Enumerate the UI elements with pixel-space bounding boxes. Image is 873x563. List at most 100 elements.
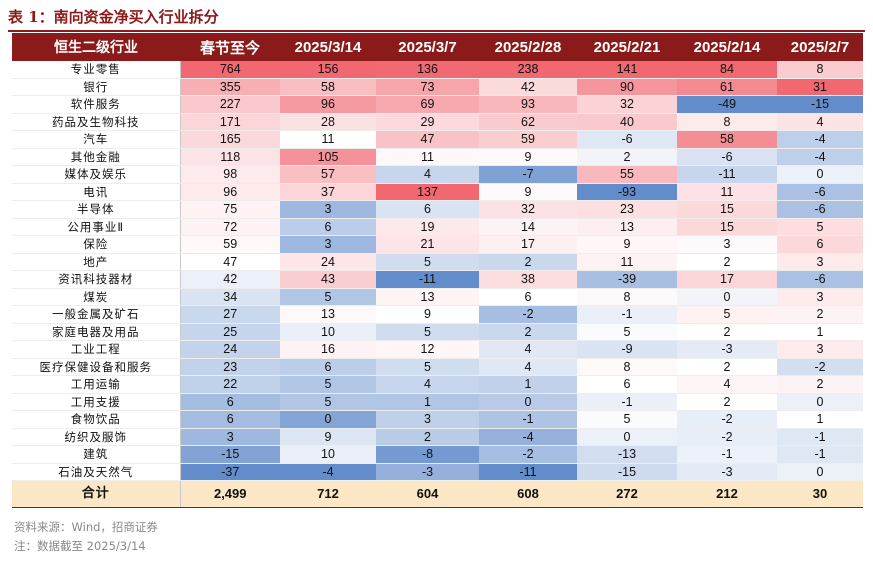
value-cell: 96 xyxy=(280,95,376,114)
value-cell: 2 xyxy=(677,393,777,411)
column-header: 2025/2/7 xyxy=(777,33,863,61)
value-cell: 3 xyxy=(280,200,376,219)
header-row: 恒生二级行业 春节至今 2025/3/14 2025/3/7 2025/2/28 2025… xyxy=(12,33,863,61)
industry-label: 银行 xyxy=(12,78,181,96)
column-header: 2025/2/28 xyxy=(479,33,577,61)
value-cell: -4 xyxy=(280,463,376,481)
value-cell: 10 xyxy=(280,445,376,464)
value-cell: 2 xyxy=(577,148,677,166)
value-cell: 1 xyxy=(777,323,863,341)
source-note: 资料来源：Wind，招商证券 xyxy=(14,520,158,534)
value-cell: 0 xyxy=(777,165,863,184)
table-row: 工业工程 24 16 12 4 -9 -3 3 xyxy=(12,340,863,359)
value-cell: 0 xyxy=(677,288,777,306)
value-cell: -2 xyxy=(677,428,777,446)
value-cell: 34 xyxy=(180,288,280,306)
value-cell: -3 xyxy=(677,340,777,359)
value-cell: 5 xyxy=(376,323,479,341)
industry-label: 软件服务 xyxy=(12,95,181,114)
value-cell: 5 xyxy=(577,323,677,341)
value-cell: 2 xyxy=(777,305,863,324)
value-cell: 8 xyxy=(577,358,677,376)
table-row: 石油及天然气 -37 -4 -3 -11 -15 -3 0 xyxy=(12,463,863,481)
industry-label: 建筑 xyxy=(12,445,181,464)
industry-label: 纺织及服饰 xyxy=(12,428,181,446)
value-cell: 57 xyxy=(280,165,376,184)
value-cell: -6 xyxy=(577,130,677,149)
table-row: 食物饮品 6 0 3 -1 5 -2 1 xyxy=(12,410,863,429)
value-cell: 38 xyxy=(479,270,577,289)
value-cell: 4 xyxy=(376,165,479,184)
industry-label: 工业工程 xyxy=(12,340,181,359)
value-cell: 59 xyxy=(479,130,577,149)
column-header: 2025/3/14 xyxy=(280,33,376,61)
value-cell: 21 xyxy=(376,235,479,254)
value-cell: 5 xyxy=(376,358,479,376)
value-cell: -11 xyxy=(376,270,479,289)
industry-label: 煤炭 xyxy=(12,288,181,306)
value-cell: 227 xyxy=(180,95,280,114)
value-cell: 3 xyxy=(376,410,479,429)
value-cell: 2 xyxy=(479,323,577,341)
value-cell: 137 xyxy=(376,183,479,201)
value-cell: 0 xyxy=(577,428,677,446)
value-cell: 98 xyxy=(180,165,280,184)
value-cell: 12 xyxy=(376,340,479,359)
value-cell: 165 xyxy=(180,130,280,149)
value-cell: 11 xyxy=(677,183,777,201)
value-cell: 9 xyxy=(280,428,376,446)
value-cell: 24 xyxy=(280,253,376,271)
value-cell: 6 xyxy=(180,410,280,429)
value-cell: -1 xyxy=(577,393,677,411)
value-cell: -4 xyxy=(777,130,863,149)
value-cell: 32 xyxy=(577,95,677,114)
value-cell: 22 xyxy=(180,375,280,394)
value-cell: 32 xyxy=(479,200,577,219)
column-header: 2025/3/7 xyxy=(376,33,479,61)
industry-label: 电讯 xyxy=(12,183,181,201)
value-cell: -4 xyxy=(479,428,577,446)
value-cell: 9 xyxy=(577,235,677,254)
value-cell: 0 xyxy=(280,410,376,429)
value-cell: 14 xyxy=(479,218,577,236)
value-cell: 84 xyxy=(677,61,777,79)
table-body: 专业零售 764 156 136 238 141 84 8 银行 355 58 73 42 90 61 31 软… xyxy=(12,61,863,508)
industry-label: 食物饮品 xyxy=(12,410,181,429)
industry-label: 药品及生物科技 xyxy=(12,113,181,131)
value-cell: 72 xyxy=(180,218,280,236)
value-cell: 93 xyxy=(479,95,577,114)
footnotes: 资料来源：Wind，招商证券 注：数据截至 2025/3/14 xyxy=(14,518,158,556)
value-cell: 0 xyxy=(777,463,863,481)
value-cell: 8 xyxy=(677,113,777,131)
value-cell: 5 xyxy=(280,393,376,411)
data-table: 恒生二级行业 春节至今 2025/3/14 2025/3/7 2025/2/28 2025… xyxy=(12,33,863,508)
value-cell: 141 xyxy=(577,61,677,79)
value-cell: 58 xyxy=(677,130,777,149)
table-row: 半导体 75 3 6 32 23 15 -6 xyxy=(12,200,863,219)
value-cell: -9 xyxy=(577,340,677,359)
value-cell: 764 xyxy=(180,61,280,79)
value-cell: 28 xyxy=(280,113,376,131)
value-cell: 4 xyxy=(777,113,863,131)
value-cell: 96 xyxy=(180,183,280,201)
value-cell: 105 xyxy=(280,148,376,166)
table-row: 工用支援 6 5 1 0 -1 2 0 xyxy=(12,393,863,411)
value-cell: -3 xyxy=(376,463,479,481)
value-cell: 10 xyxy=(280,323,376,341)
value-cell: 17 xyxy=(677,270,777,289)
column-header: 2025/2/21 xyxy=(577,33,677,61)
value-cell: -49 xyxy=(677,95,777,114)
value-cell: 75 xyxy=(180,200,280,219)
total-value: 212 xyxy=(677,480,777,508)
value-cell: 19 xyxy=(376,218,479,236)
value-cell: -15 xyxy=(180,445,280,464)
table-row: 其他金融 118 105 11 9 2 -6 -4 xyxy=(12,148,863,166)
value-cell: 16 xyxy=(280,340,376,359)
value-cell: 47 xyxy=(376,130,479,149)
value-cell: 3 xyxy=(677,235,777,254)
value-cell: -11 xyxy=(479,463,577,481)
value-cell: -13 xyxy=(577,445,677,464)
value-cell: -6 xyxy=(777,200,863,219)
value-cell: 2 xyxy=(777,375,863,394)
industry-label: 医疗保健设备和服务 xyxy=(12,358,181,376)
